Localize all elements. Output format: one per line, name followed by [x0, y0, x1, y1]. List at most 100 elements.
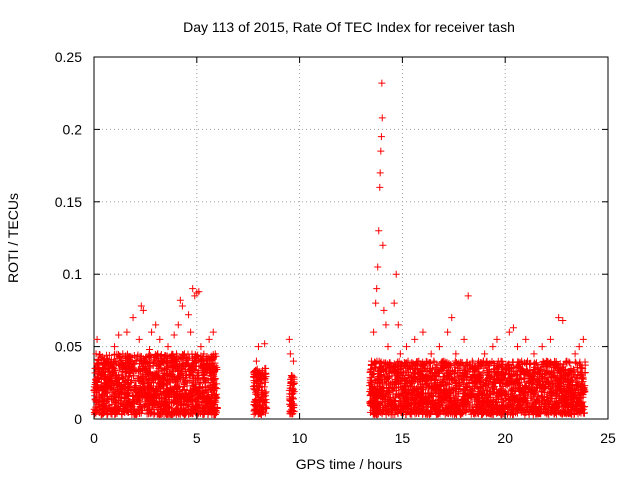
data-point — [124, 365, 132, 373]
data-point — [376, 169, 384, 177]
data-point — [173, 405, 181, 413]
data-point — [464, 292, 472, 300]
data-point — [100, 364, 108, 372]
data-point — [156, 405, 164, 413]
data-point — [106, 407, 114, 415]
data-point — [125, 383, 133, 391]
data-point — [115, 362, 123, 370]
data-point — [481, 350, 489, 358]
data-point — [155, 367, 163, 375]
data-point — [137, 385, 145, 393]
data-point — [251, 386, 259, 394]
data-point — [194, 393, 202, 401]
data-point — [286, 382, 294, 390]
data-point — [169, 399, 177, 407]
x-tick-label: 10 — [292, 430, 308, 446]
data-point — [149, 359, 157, 367]
data-point — [254, 343, 262, 351]
data-point — [261, 378, 269, 386]
data-point — [99, 405, 107, 413]
data-point — [411, 335, 419, 343]
data-point — [448, 314, 456, 322]
data-point — [174, 321, 182, 329]
data-point — [123, 328, 131, 336]
data-point — [120, 381, 128, 389]
data-point — [174, 377, 182, 385]
data-point — [165, 398, 173, 406]
data-point — [145, 405, 153, 413]
data-point — [195, 367, 203, 375]
data-point — [170, 331, 178, 339]
data-point — [546, 335, 554, 343]
y-tick-label: 0.15 — [55, 194, 82, 210]
data-point — [152, 321, 160, 329]
data-point — [288, 406, 296, 414]
data-point — [145, 395, 153, 403]
data-point — [92, 407, 100, 415]
data-point — [180, 404, 188, 412]
data-point — [154, 409, 162, 417]
data-point — [112, 400, 120, 408]
data-point — [377, 147, 385, 155]
data-point — [579, 335, 587, 343]
data-point — [209, 382, 217, 390]
data-point — [444, 328, 452, 336]
data-point — [126, 401, 134, 409]
data-point — [169, 392, 177, 400]
data-point — [98, 353, 106, 361]
data-point — [185, 311, 193, 319]
data-point — [129, 314, 137, 322]
data-point — [153, 403, 161, 411]
data-point — [93, 360, 101, 368]
data-point — [118, 374, 126, 382]
data-point — [575, 343, 583, 351]
data-point — [173, 384, 181, 392]
data-point — [181, 411, 189, 419]
data-point — [154, 383, 162, 391]
data-point — [190, 383, 198, 391]
data-point — [372, 299, 380, 307]
data-point — [390, 299, 398, 307]
data-point — [108, 400, 116, 408]
data-point — [199, 399, 207, 407]
data-point — [153, 410, 161, 418]
x-tick-label: 0 — [90, 430, 98, 446]
y-tick-label: 0 — [74, 411, 82, 427]
data-point — [509, 324, 517, 332]
data-point — [530, 350, 538, 358]
data-point — [118, 407, 126, 415]
data-point — [184, 361, 192, 369]
data-point — [111, 379, 119, 387]
data-point — [115, 331, 123, 339]
data-point — [153, 382, 161, 390]
data-point — [211, 394, 219, 402]
data-point — [190, 375, 198, 383]
data-point — [210, 399, 218, 407]
data-point — [384, 343, 392, 351]
data-point — [163, 358, 171, 366]
data-point — [207, 360, 215, 368]
data-point — [183, 394, 191, 402]
data-point — [145, 377, 153, 385]
data-point — [159, 366, 167, 374]
data-point — [181, 386, 189, 394]
data-point — [121, 359, 129, 367]
data-point — [206, 397, 214, 405]
data-point — [379, 241, 387, 249]
data-point — [377, 133, 385, 141]
x-axis-label: GPS time / hours — [296, 456, 403, 472]
data-point — [164, 343, 172, 351]
data-point — [581, 358, 589, 366]
data-point — [132, 382, 140, 390]
data-point — [137, 352, 145, 360]
data-point — [155, 361, 163, 369]
data-point — [374, 263, 382, 271]
data-point — [261, 374, 269, 382]
data-point — [204, 392, 212, 400]
data-point — [162, 364, 170, 372]
data-point — [119, 367, 127, 375]
data-point — [290, 408, 298, 416]
data-point — [289, 381, 297, 389]
data-point — [196, 405, 204, 413]
